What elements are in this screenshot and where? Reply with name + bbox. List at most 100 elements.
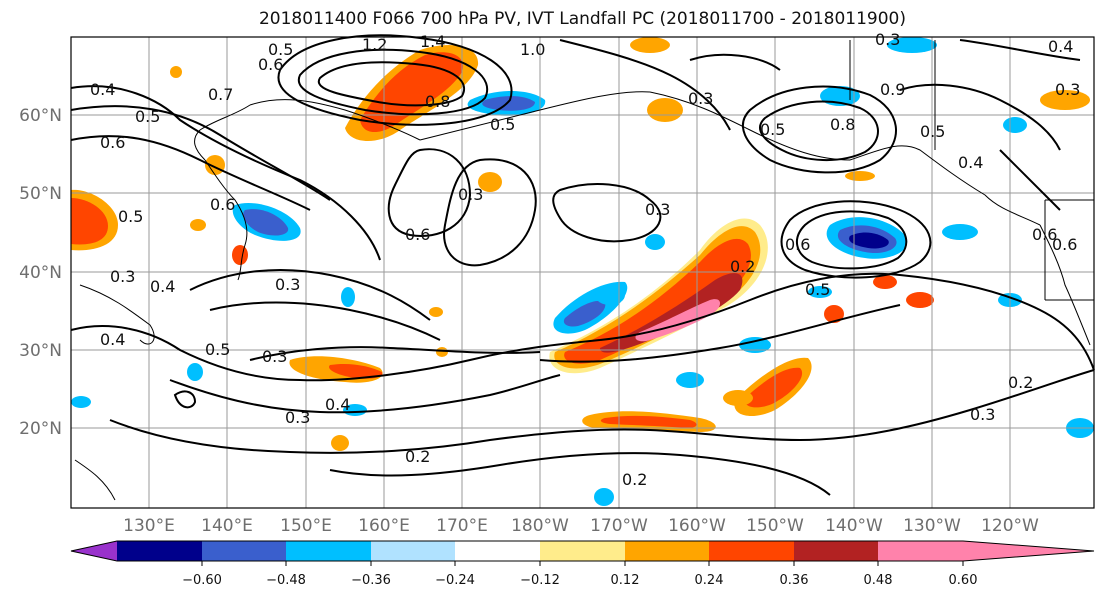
contour-label: 0.5 xyxy=(118,207,143,226)
colorbar: −0.60 −0.48 −0.36 −0.24 −0.12 0.12 0.24 … xyxy=(70,540,1095,588)
contour-label: 0.9 xyxy=(880,80,905,99)
shade-patch xyxy=(630,37,670,53)
contour-label: 0.3 xyxy=(1055,80,1080,99)
shade-patch xyxy=(595,285,625,305)
colorbar-tick-label: 0.12 xyxy=(611,573,640,588)
contour-label: 1.2 xyxy=(362,35,387,54)
lon-label: 140°E xyxy=(201,516,253,536)
lon-label: 180°W xyxy=(511,516,569,536)
shade-patch xyxy=(824,305,844,323)
shade-patch xyxy=(482,96,535,111)
contour-label: 0.6 xyxy=(258,55,283,74)
colorbar-segment xyxy=(709,541,794,561)
contour-label: 0.2 xyxy=(730,257,755,276)
contour-label: 1.4 xyxy=(420,32,445,51)
contour-label: 0.7 xyxy=(208,85,233,104)
shade-patch xyxy=(906,292,934,308)
colorbar-tick-label: −0.48 xyxy=(266,573,306,588)
colorbar-segment xyxy=(625,541,709,561)
shade-patch xyxy=(739,337,771,353)
colorbar-min-extend xyxy=(71,541,117,561)
colorbar-segment xyxy=(202,541,286,561)
contour-label: 0.2 xyxy=(622,470,647,489)
contour-label: 0.3 xyxy=(645,200,670,219)
colorbar-tick-label: 0.36 xyxy=(780,573,809,588)
colorbar-tick-label: −0.60 xyxy=(182,573,222,588)
contour-label: 0.3 xyxy=(275,275,300,294)
shade-patch xyxy=(1040,90,1090,110)
contour-label: 0.8 xyxy=(830,115,855,134)
lon-label: 130°E xyxy=(123,516,175,536)
lat-label: 20°N xyxy=(19,419,62,439)
shade-patch xyxy=(676,372,704,388)
contour-label: 0.3 xyxy=(688,89,713,108)
colorbar-tick-label: −0.24 xyxy=(435,573,475,588)
contour-label: 0.4 xyxy=(1048,37,1073,56)
shade-patch xyxy=(564,238,751,364)
contour-label: 0.4 xyxy=(958,153,983,172)
lon-label: 120°W xyxy=(981,516,1039,536)
contour-label: 0.3 xyxy=(262,347,287,366)
contour-label: 0.6 xyxy=(785,235,810,254)
contour-label: 0.3 xyxy=(970,405,995,424)
lon-label: 130°W xyxy=(903,516,961,536)
colorbar-tick-label: 0.24 xyxy=(695,573,724,588)
shade-patch xyxy=(187,363,203,381)
colorbar-segment xyxy=(878,541,963,561)
contour-label: 0.5 xyxy=(205,340,230,359)
contour-label: 0.3 xyxy=(285,408,310,427)
contour-label: 0.3 xyxy=(458,185,483,204)
lon-label: 150°E xyxy=(280,516,332,536)
colorbar-outline xyxy=(70,540,1095,562)
lat-label: 60°N xyxy=(19,106,62,126)
contour-label: 0.5 xyxy=(805,280,830,299)
lat-label: 30°N xyxy=(19,341,62,361)
lat-label: 40°N xyxy=(19,263,62,283)
longitude-labels: 130°E 140°E 150°E 160°E 170°E 180°W 170°… xyxy=(123,516,1039,536)
colorbar-tick-label: −0.36 xyxy=(351,573,391,588)
map-plot: 0.4 0.5 0.6 0.5 0.3 0.4 0.4 0.5 0.6 0.3 … xyxy=(70,30,1095,509)
map-frame xyxy=(70,36,1095,509)
lon-label: 170°E xyxy=(436,516,488,536)
colorbar-segment xyxy=(371,541,455,561)
shade-patch xyxy=(71,198,108,245)
lon-label: 170°W xyxy=(590,516,648,536)
shade-patch xyxy=(436,347,448,357)
lat-label: 50°N xyxy=(19,184,62,204)
shade-patch xyxy=(600,273,743,353)
shade-patch xyxy=(341,287,355,307)
colorbar-tick-label: 0.60 xyxy=(949,573,978,588)
pv-contours xyxy=(70,34,1095,496)
shade-patch xyxy=(723,390,753,406)
contour-label: 0.2 xyxy=(1008,373,1033,392)
contour-label: 0.5 xyxy=(135,107,160,126)
colorbar-segment xyxy=(540,541,625,561)
grid-lines xyxy=(71,37,1094,508)
contour-labels: 0.4 0.5 0.6 0.5 0.3 0.4 0.4 0.5 0.6 0.3 … xyxy=(90,30,1080,489)
contour-label: 0.6 xyxy=(1052,235,1077,254)
shade-patch xyxy=(845,171,875,181)
contour-label: 0.6 xyxy=(100,133,125,152)
contour-label: 0.5 xyxy=(760,120,785,139)
shade-patch xyxy=(329,363,383,379)
contour-label: 0.5 xyxy=(490,115,515,134)
coastlines xyxy=(74,40,1094,501)
contour-label: 0.6 xyxy=(405,225,430,244)
contour-label: 0.5 xyxy=(920,122,945,141)
shade-patch xyxy=(645,234,665,250)
contour-label: 0.4 xyxy=(150,277,175,296)
contour-label: 0.4 xyxy=(100,330,125,349)
colorbar-segment xyxy=(117,541,202,561)
colorbar-tick-label: 0.48 xyxy=(864,573,893,588)
shade-patch xyxy=(647,98,683,122)
shading-layer xyxy=(71,37,1094,506)
shade-patch xyxy=(170,66,182,78)
contour-label: 0.6 xyxy=(1032,225,1057,244)
shade-patch xyxy=(71,396,91,408)
shade-patch xyxy=(594,488,614,506)
lon-label: 160°E xyxy=(358,516,410,536)
shade-patch xyxy=(232,245,248,265)
shade-patch xyxy=(744,367,803,408)
shade-patch xyxy=(942,224,978,240)
